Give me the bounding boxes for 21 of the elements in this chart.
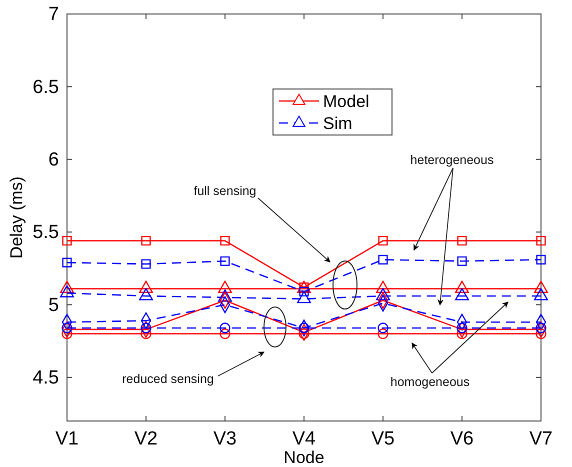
y-tick-label: 5.5 xyxy=(32,222,59,244)
x-tick-label: V1 xyxy=(55,428,79,450)
y-axis-title: Delay (ms) xyxy=(7,176,26,259)
x-tick-label: V7 xyxy=(529,428,553,450)
x-tick-label: V5 xyxy=(371,428,395,450)
y-tick-label: 7 xyxy=(48,4,59,26)
x-tick-label: V4 xyxy=(292,428,316,450)
x-axis-title: Node xyxy=(284,448,324,467)
x-tick-label: V3 xyxy=(213,428,237,450)
legend-label: Sim xyxy=(323,114,352,133)
annotation: homogeneous xyxy=(390,375,470,389)
annotation: heterogeneous xyxy=(410,153,494,167)
legend-label: Model xyxy=(323,92,370,111)
x-tick-label: V2 xyxy=(134,428,158,450)
y-tick-label: 6.5 xyxy=(32,76,59,98)
annotation: full sensing xyxy=(194,184,256,198)
y-tick-label: 6 xyxy=(48,149,59,170)
y-tick-label: 5 xyxy=(48,294,59,316)
x-tick-label: V6 xyxy=(450,428,474,450)
annotation: reduced sensing xyxy=(122,372,214,386)
y-tick-label: 4.5 xyxy=(32,367,59,388)
